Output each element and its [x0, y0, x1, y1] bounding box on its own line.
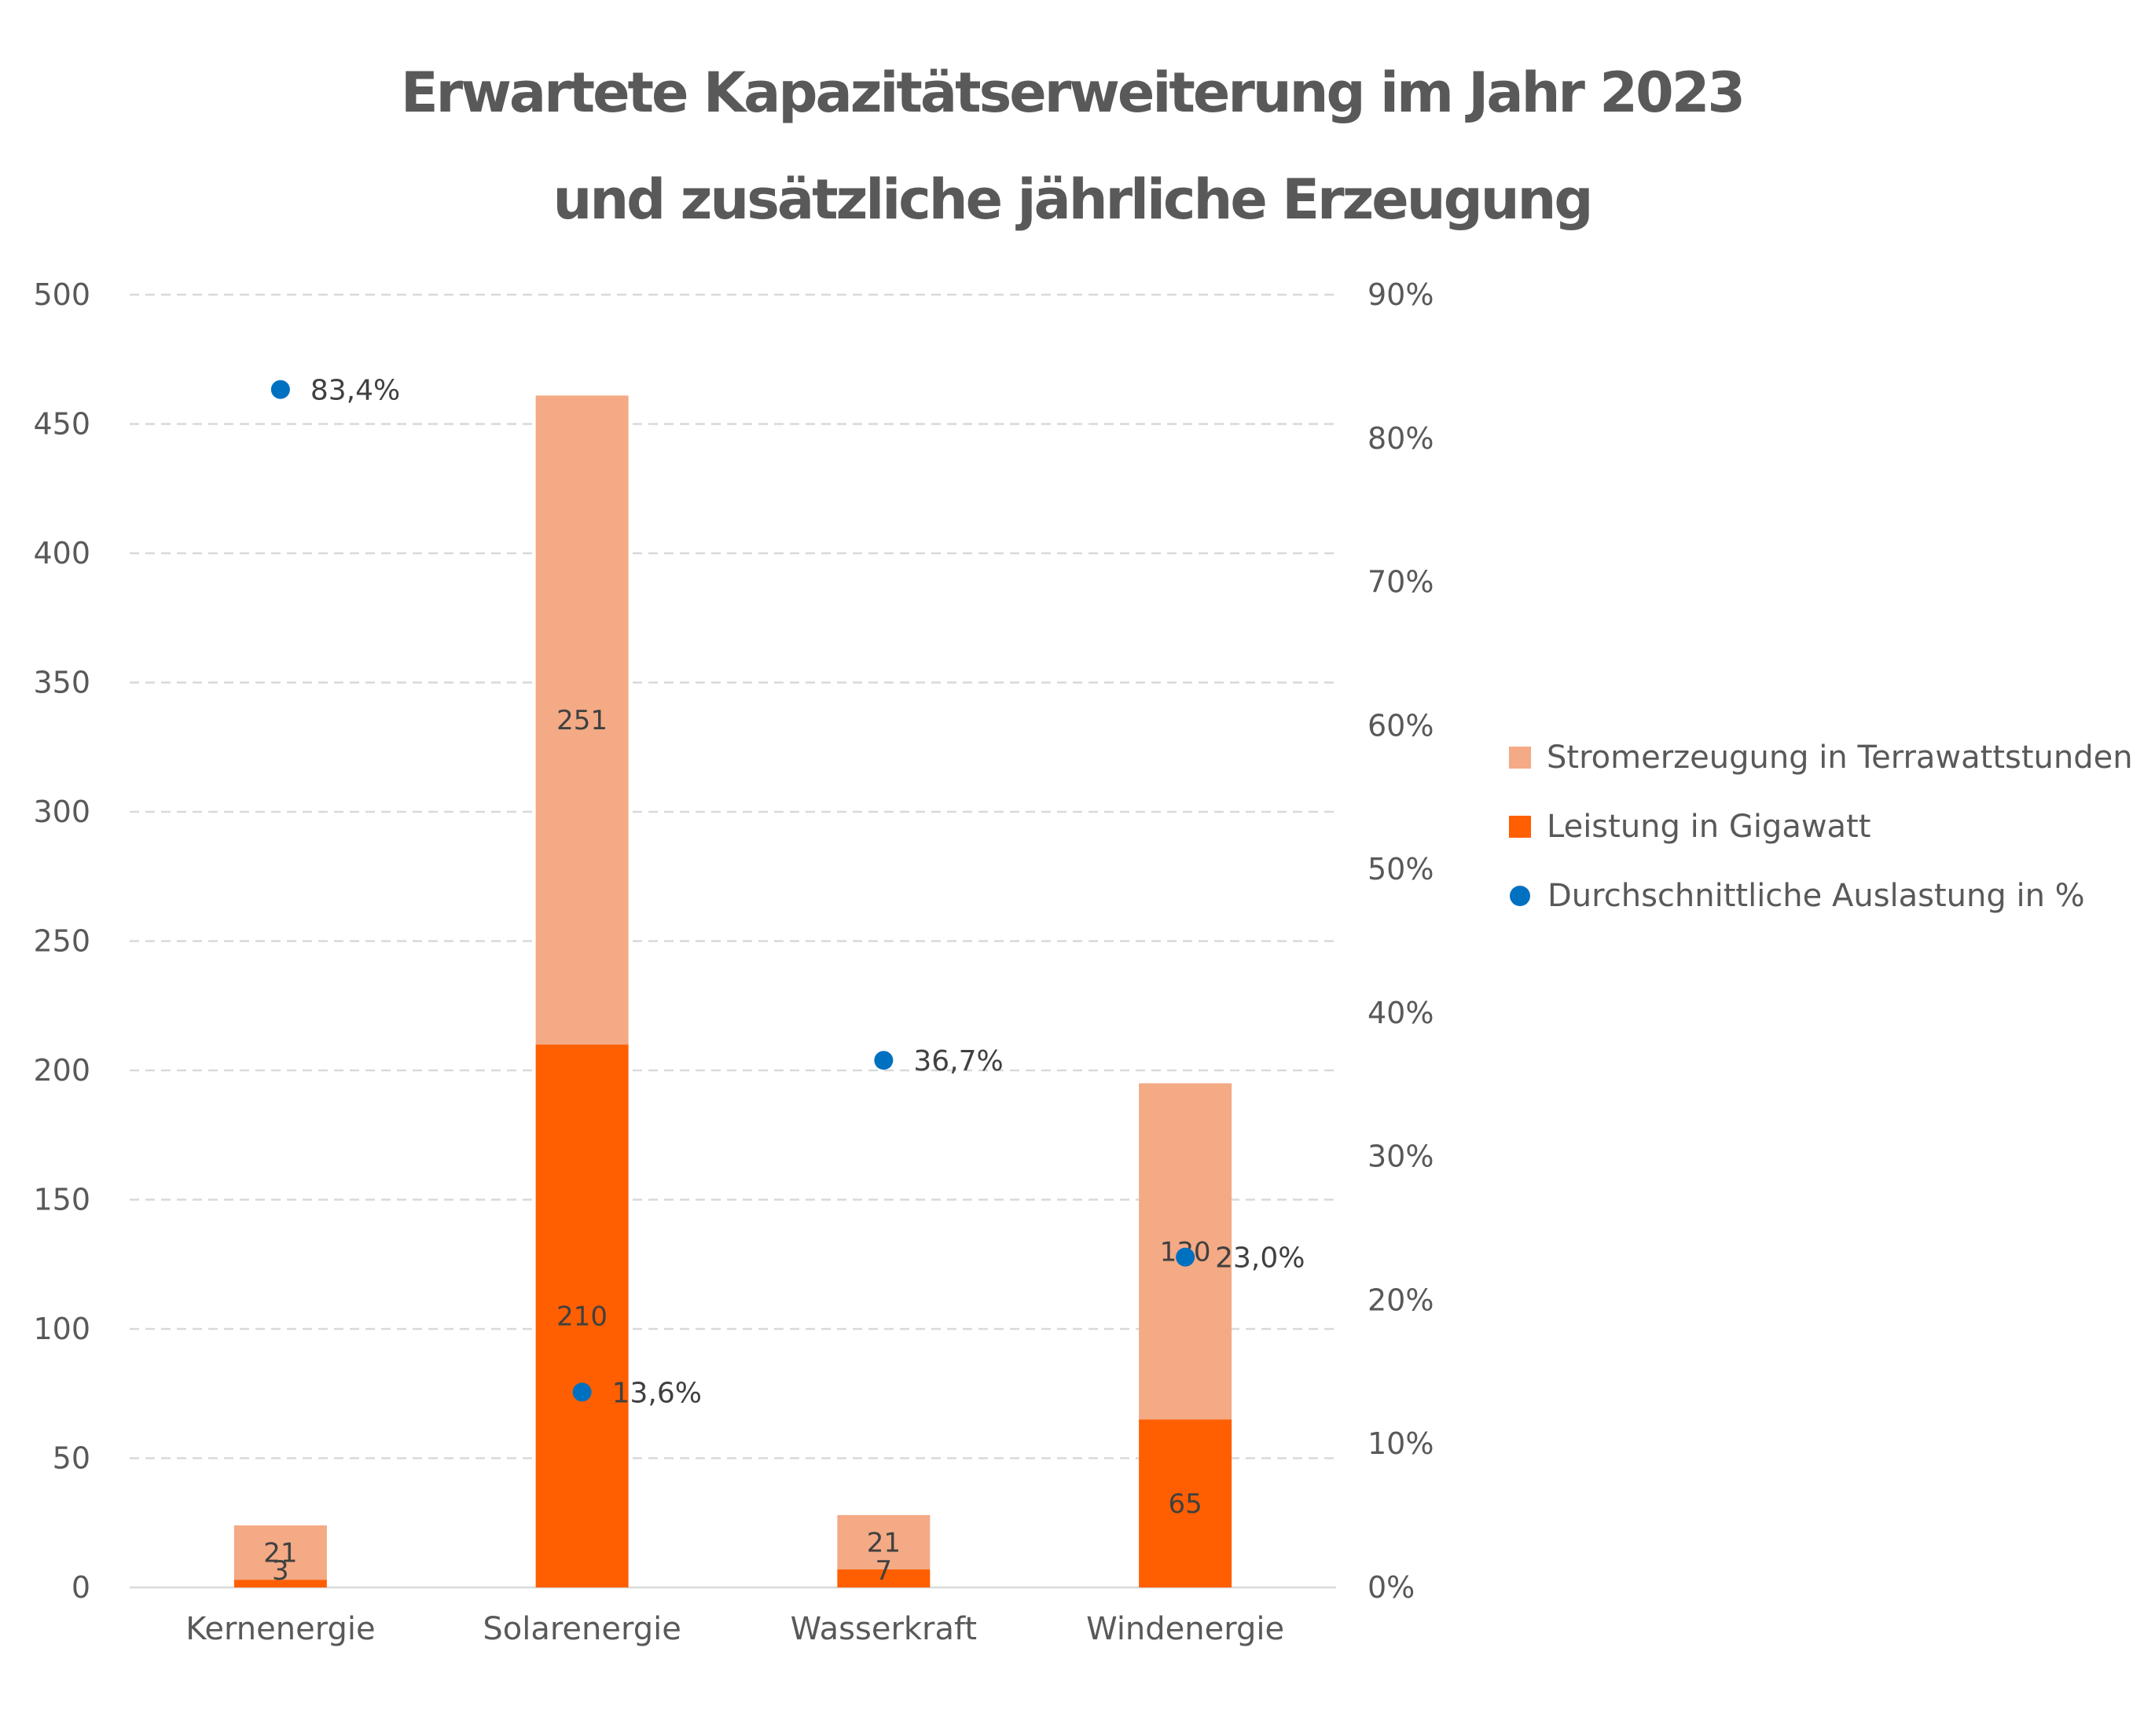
data-label-leistung: 7 [876, 1555, 893, 1587]
chart-title-line-1: Erwartete Kapazitätserweiterung im Jahr … [400, 61, 1746, 125]
bar-stromerzeugung [535, 395, 629, 1045]
category-label: Solarenergie [483, 1611, 681, 1647]
bar-stromerzeugung [233, 1525, 327, 1580]
bar-leistung [233, 1580, 327, 1587]
chart-title-line-2: und zusätzliche jährliche Erzeugung [553, 167, 1593, 232]
left-axis-tick-label: 250 [33, 924, 90, 959]
right-axis-tick-label: 50% [1368, 852, 1434, 886]
left-axis-tick-label: 300 [33, 795, 90, 829]
left-axis-tick-label: 200 [33, 1053, 90, 1088]
data-label-stromerzeugung: 251 [556, 705, 608, 736]
legend-swatch-stromerzeugung [1509, 747, 1531, 769]
bar-stromerzeugung [837, 1514, 931, 1569]
bar-leistung [837, 1569, 931, 1587]
right-axis-tick-label: 40% [1368, 996, 1434, 1030]
data-label-auslastung: 13,6% [612, 1377, 702, 1409]
right-axis-tick-label: 20% [1368, 1283, 1434, 1317]
bar-leistung [1139, 1419, 1232, 1587]
data-label-leistung: 65 [1168, 1488, 1202, 1520]
right-axis-tick-label: 10% [1368, 1426, 1434, 1461]
right-axis-tick-label: 30% [1368, 1140, 1434, 1174]
data-label-stromerzeugung: 21 [867, 1527, 901, 1558]
category-label: Wasserkraft [791, 1611, 977, 1647]
point-auslastung [1176, 1247, 1195, 1267]
point-auslastung [572, 1382, 592, 1402]
legend-item-auslastung: Durchschnittliche Auslastung in % [1509, 861, 2133, 930]
bar-leistung [535, 1044, 629, 1587]
left-axis-tick-label: 100 [33, 1312, 90, 1346]
legend-label-auslastung: Durchschnittliche Auslastung in % [1547, 878, 2085, 914]
legend-label-leistung: Leistung in Gigawatt [1547, 809, 1871, 845]
data-label-auslastung: 83,4% [310, 375, 400, 407]
right-axis-tick-label: 70% [1368, 565, 1434, 600]
data-label-leistung: 210 [556, 1301, 608, 1333]
data-label-auslastung: 23,0% [1215, 1242, 1305, 1275]
left-axis-tick-label: 450 [33, 407, 90, 442]
data-label-stromerzeugung: 21 [263, 1538, 297, 1569]
point-auslastung [874, 1051, 894, 1070]
chart-legend: Stromerzeugung in Terrawattstunden Leist… [1509, 723, 2133, 930]
legend-swatch-leistung [1509, 816, 1531, 838]
left-axis-tick-label: 150 [33, 1183, 90, 1217]
legend-dot-auslastung [1510, 886, 1530, 906]
point-auslastung [270, 380, 290, 399]
left-axis-tick-label: 0 [72, 1570, 90, 1605]
data-label-auslastung: 36,7% [913, 1045, 1003, 1077]
left-axis-tick-label: 400 [33, 536, 90, 571]
chart-title: Erwartete Kapazitätserweiterung im Jahr … [0, 39, 2144, 253]
right-axis-tick-label: 90% [1368, 277, 1434, 312]
category-label: Kernenergie [185, 1611, 375, 1647]
category-label: Windenergie [1086, 1611, 1284, 1647]
legend-item-leistung: Leistung in Gigawatt [1509, 792, 2133, 861]
data-label-leistung: 3 [272, 1555, 289, 1587]
right-axis-tick-label: 80% [1368, 421, 1434, 456]
left-axis-tick-label: 350 [33, 666, 90, 700]
left-axis-tick-label: 500 [33, 277, 90, 312]
right-axis-tick-label: 0% [1368, 1570, 1415, 1605]
left-axis-tick-label: 50 [53, 1441, 90, 1476]
legend-item-stromerzeugung: Stromerzeugung in Terrawattstunden [1509, 723, 2133, 792]
right-axis-tick-label: 60% [1368, 708, 1434, 743]
legend-label-stromerzeugung: Stromerzeugung in Terrawattstunden [1547, 740, 2133, 776]
